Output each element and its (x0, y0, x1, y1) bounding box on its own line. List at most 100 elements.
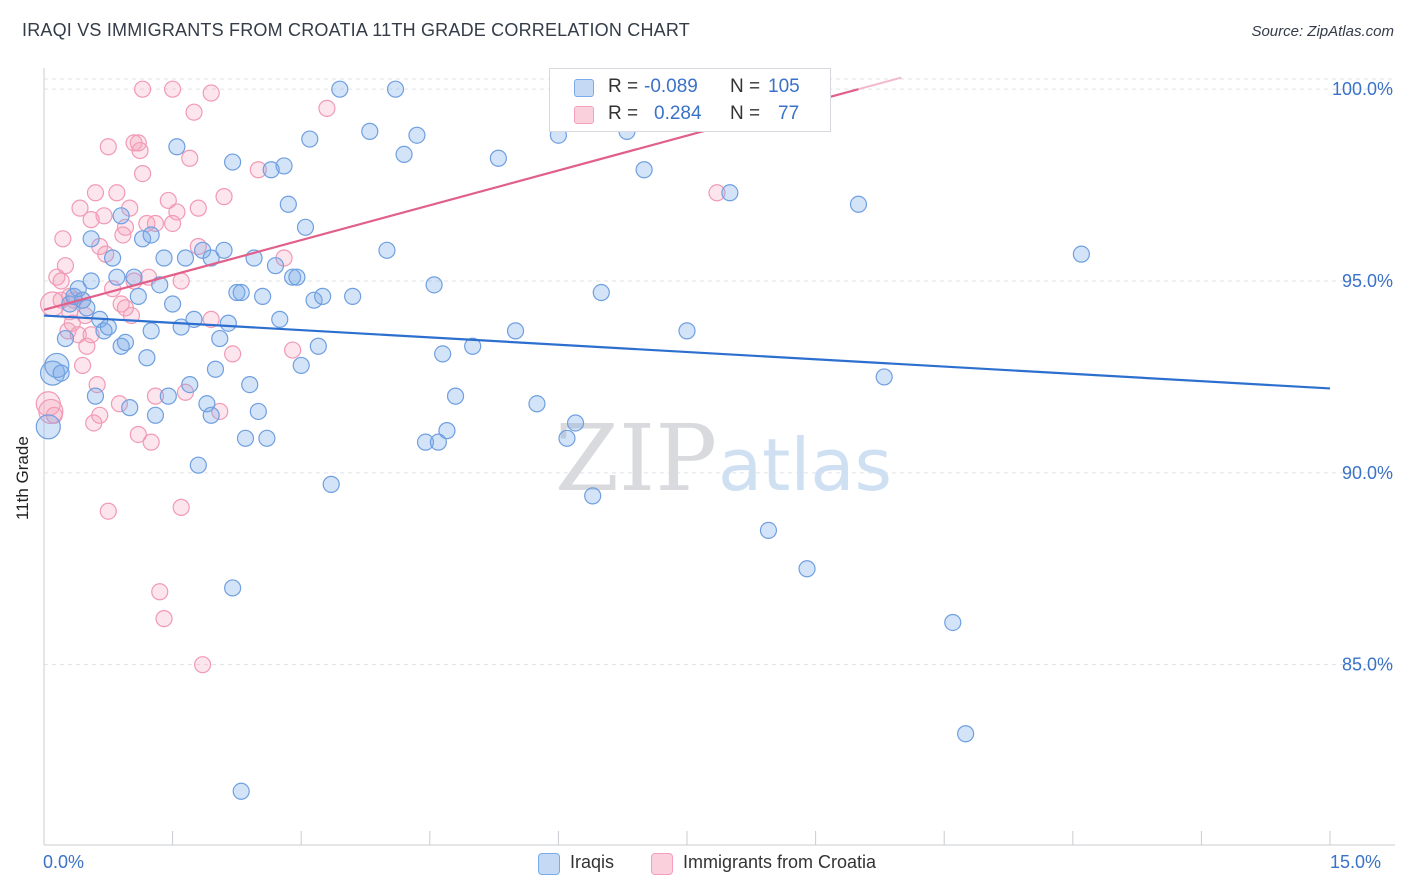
data-point[interactable] (228, 283, 246, 302)
data-point[interactable] (708, 184, 726, 202)
data-point[interactable] (219, 314, 237, 332)
data-point[interactable] (159, 387, 177, 405)
data-point[interactable] (429, 433, 447, 451)
data-point[interactable] (241, 376, 259, 394)
data-point[interactable] (146, 387, 165, 405)
data-point[interactable] (288, 268, 306, 286)
data-point[interactable] (206, 360, 225, 378)
data-point[interactable] (133, 164, 152, 183)
data-point[interactable] (164, 295, 182, 313)
data-point[interactable] (224, 345, 242, 363)
data-point[interactable] (249, 161, 267, 179)
data-point[interactable] (108, 268, 126, 286)
data-point[interactable] (121, 399, 139, 417)
data-point[interactable] (236, 429, 255, 447)
data-point[interactable] (129, 425, 147, 444)
data-point[interactable] (416, 433, 435, 451)
data-point[interactable] (331, 80, 349, 98)
data-point[interactable] (95, 207, 113, 225)
data-point[interactable] (38, 398, 64, 425)
data-point[interactable] (202, 406, 220, 424)
data-point[interactable] (284, 341, 302, 359)
data-point[interactable] (155, 610, 173, 628)
data-point[interactable] (116, 333, 135, 352)
data-point[interactable] (142, 433, 160, 451)
data-point[interactable] (189, 199, 207, 217)
data-point[interactable] (258, 429, 276, 447)
data-point[interactable] (202, 84, 220, 102)
data-point[interactable] (284, 268, 302, 286)
data-point[interactable] (133, 80, 152, 98)
data-point[interactable] (635, 161, 653, 179)
data-point[interactable] (82, 211, 100, 229)
data-point[interactable] (108, 184, 126, 202)
data-point[interactable] (138, 349, 156, 367)
data-point[interactable] (56, 257, 75, 275)
data-point[interactable] (54, 230, 72, 248)
data-point[interactable] (318, 99, 336, 117)
data-point[interactable] (249, 402, 267, 421)
data-point[interactable] (957, 725, 975, 743)
data-point[interactable] (506, 322, 525, 340)
data-point[interactable] (434, 345, 452, 363)
data-point[interactable] (133, 230, 152, 248)
data-point[interactable] (142, 226, 160, 244)
data-point[interactable] (386, 80, 405, 98)
data-point[interactable] (721, 184, 739, 202)
data-point[interactable] (35, 414, 61, 440)
data-point[interactable] (446, 387, 465, 405)
data-point[interactable] (142, 322, 160, 340)
data-point[interactable] (56, 329, 75, 348)
data-point[interactable] (232, 782, 250, 800)
data-point[interactable] (91, 406, 109, 424)
data-point[interactable] (1072, 245, 1090, 263)
data-point[interactable] (151, 583, 169, 601)
data-point[interactable] (425, 276, 443, 294)
data-point[interactable] (164, 80, 182, 98)
data-point[interactable] (395, 145, 413, 164)
data-point[interactable] (99, 138, 117, 156)
data-point[interactable] (305, 291, 323, 309)
data-point[interactable] (159, 191, 177, 210)
data-point[interactable] (592, 283, 610, 302)
data-point[interactable] (849, 195, 868, 213)
data-point[interactable] (566, 414, 585, 432)
data-point[interactable] (155, 249, 173, 267)
data-point[interactable] (584, 487, 602, 505)
data-point[interactable] (215, 188, 233, 206)
data-point[interactable] (314, 287, 332, 305)
data-point[interactable] (151, 276, 169, 294)
data-point[interactable] (172, 272, 190, 290)
data-point[interactable] (78, 299, 96, 317)
data-point[interactable] (944, 613, 962, 632)
data-point[interactable] (254, 287, 272, 305)
data-point[interactable] (185, 103, 203, 121)
data-point[interactable] (322, 475, 340, 493)
data-point[interactable] (103, 249, 122, 267)
data-point[interactable] (378, 241, 396, 259)
data-point[interactable] (112, 207, 130, 225)
data-point[interactable] (176, 249, 195, 267)
data-point[interactable] (275, 157, 293, 175)
data-point[interactable] (489, 149, 507, 167)
data-point[interactable] (82, 326, 100, 344)
data-point[interactable] (189, 456, 207, 474)
data-point[interactable] (262, 161, 280, 179)
data-point[interactable] (131, 141, 149, 160)
data-point[interactable] (82, 272, 100, 290)
data-point[interactable] (146, 406, 165, 424)
data-point[interactable] (202, 310, 220, 328)
data-point[interactable] (408, 126, 426, 144)
data-point[interactable] (44, 352, 70, 379)
data-point[interactable] (82, 230, 100, 248)
data-point[interactable] (99, 318, 117, 336)
data-point[interactable] (52, 364, 70, 382)
data-point[interactable] (110, 395, 129, 413)
data-point[interactable] (116, 299, 135, 317)
data-point[interactable] (224, 153, 242, 171)
data-point[interactable] (202, 249, 220, 267)
data-point[interactable] (464, 337, 482, 355)
data-point[interactable] (168, 203, 186, 221)
data-point[interactable] (292, 356, 310, 375)
data-point[interactable] (266, 257, 285, 275)
